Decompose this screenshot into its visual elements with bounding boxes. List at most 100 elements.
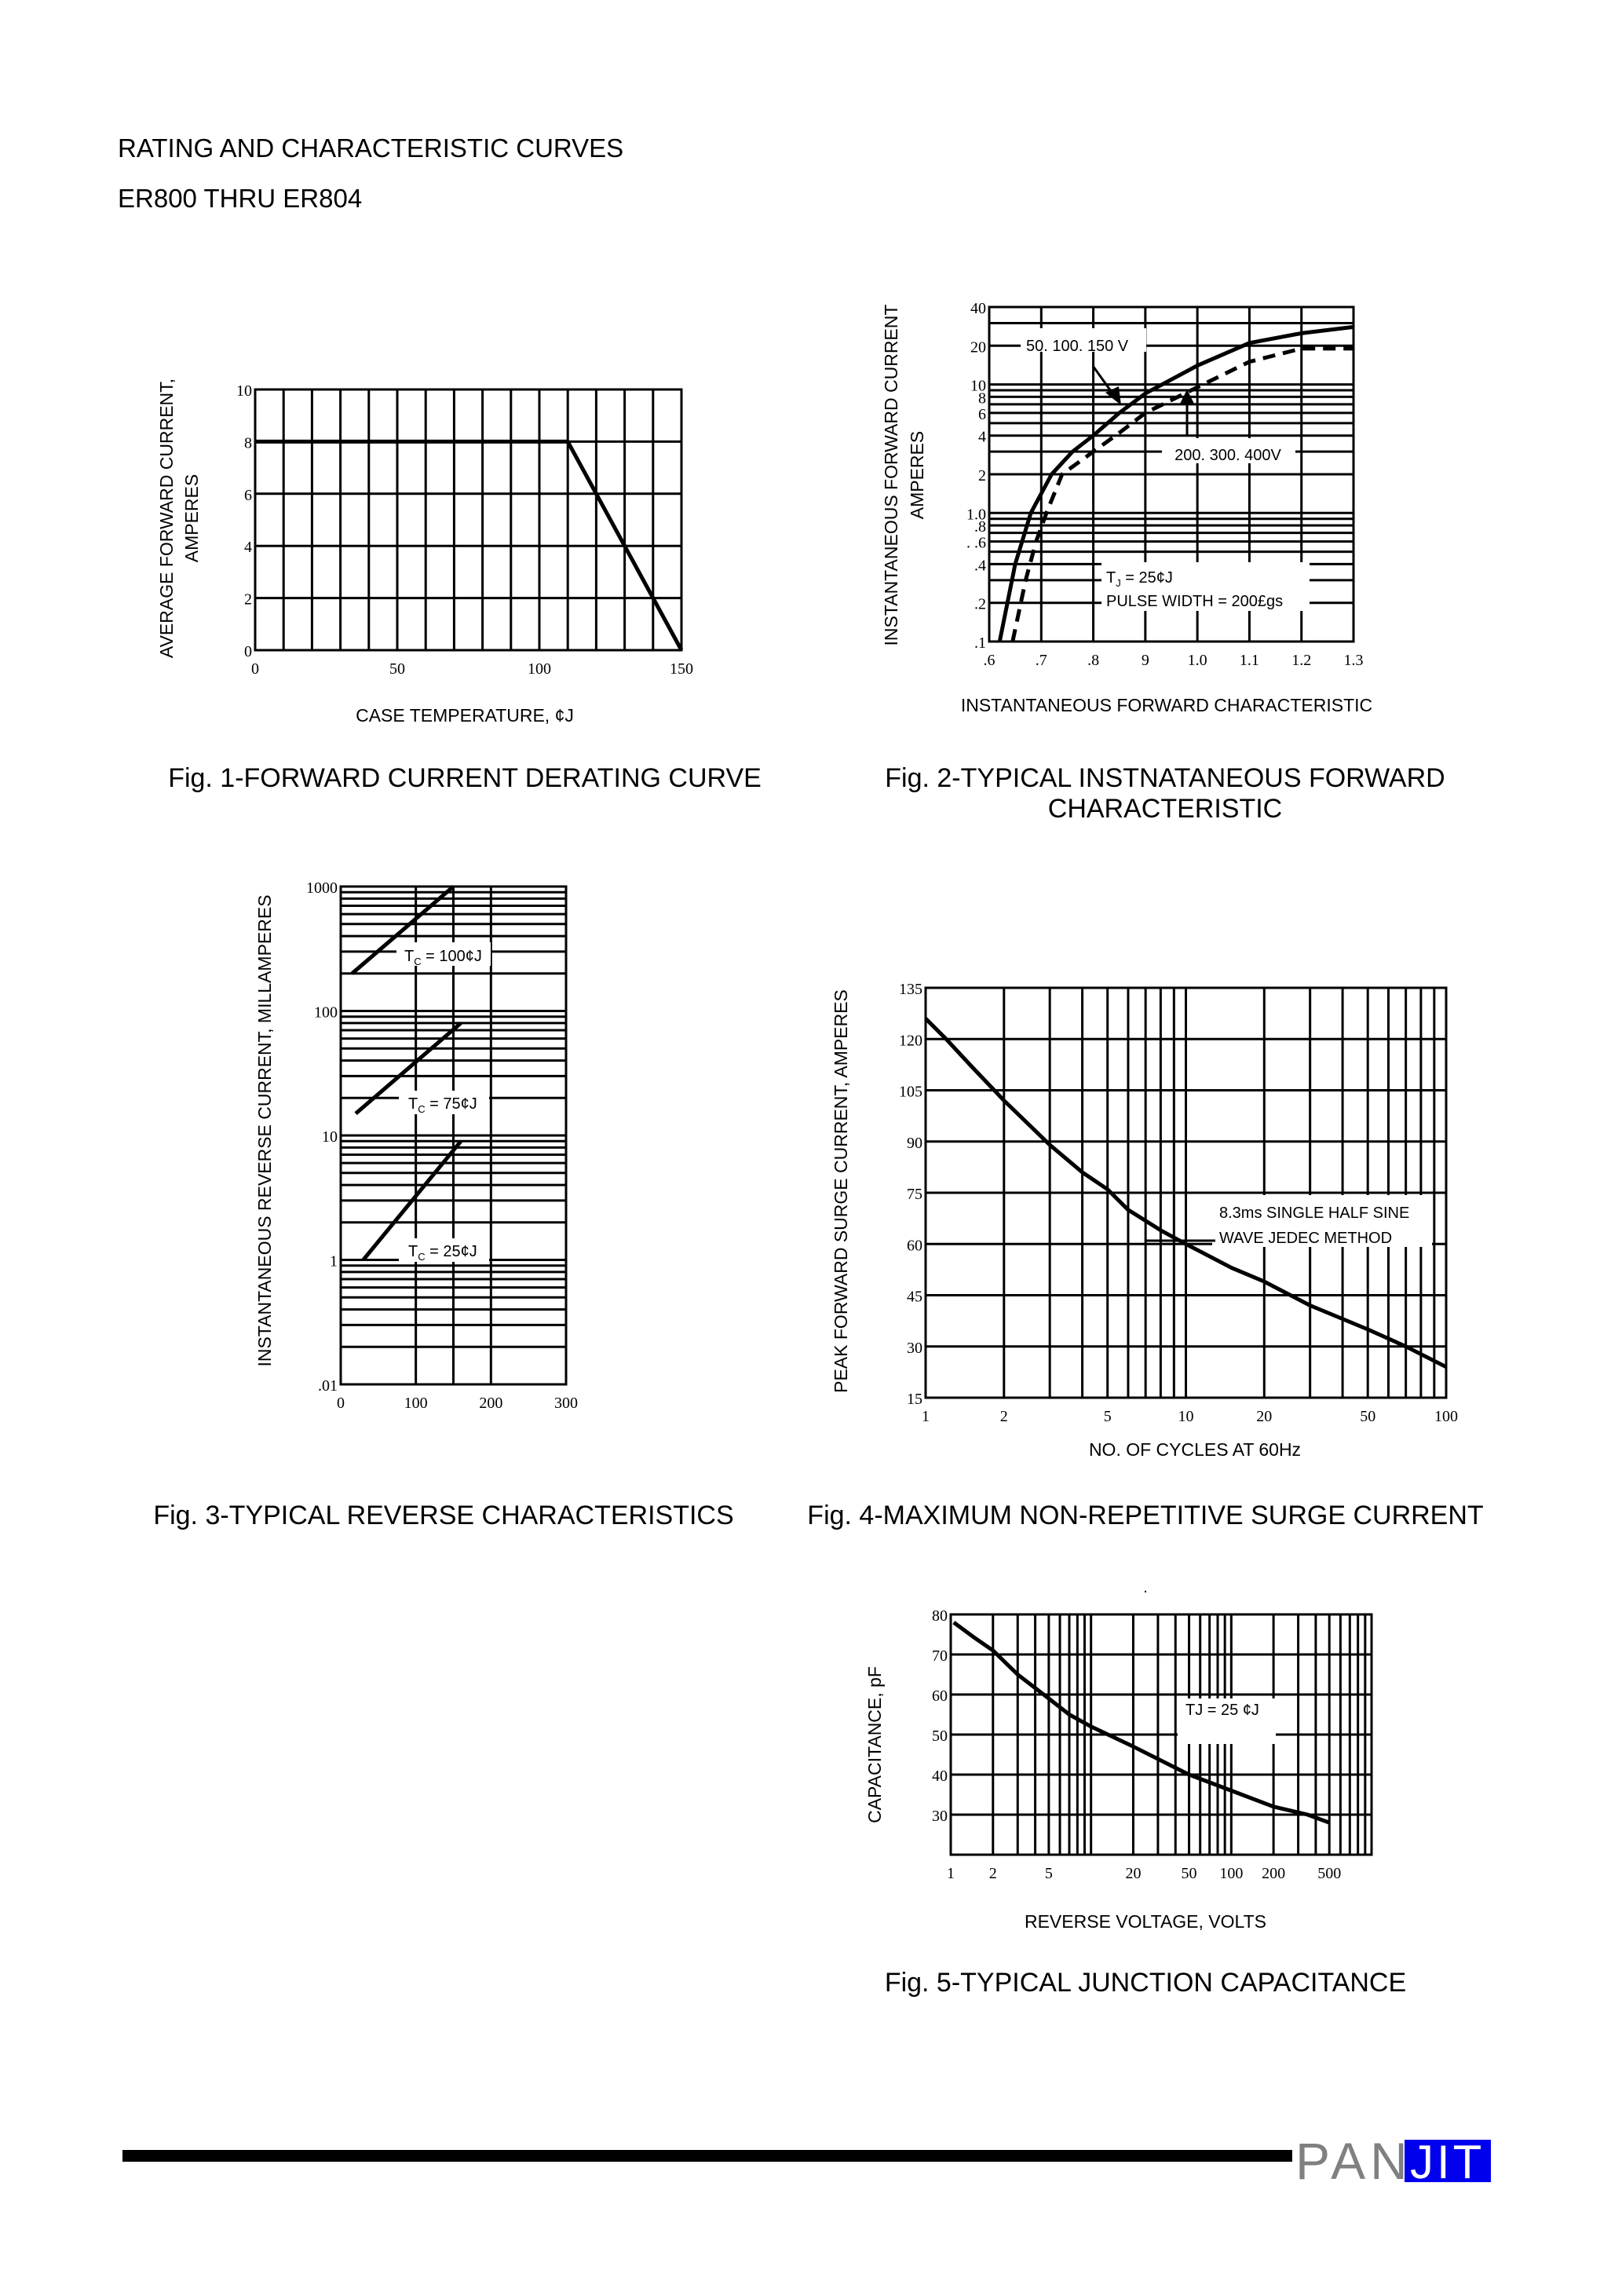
y-tick-label: 40 <box>932 1768 948 1785</box>
y-tick-label: 70 <box>932 1647 948 1665</box>
y-tick-label: 10 <box>970 378 986 395</box>
y-tick-label: 80 <box>932 1607 948 1625</box>
x-tick-label: 200 <box>1262 1865 1285 1882</box>
x-tick-label: 150 <box>670 660 693 678</box>
series-line-1 <box>255 439 684 652</box>
fig4-annotations: 8.3ms SINGLE HALF SINE WAVE JEDEC METHOD <box>1146 1195 1432 1247</box>
logo-pan: PAN <box>1295 2132 1412 2190</box>
x-tick-label: .7 <box>1036 652 1047 669</box>
fig5-stray-dot: . <box>1143 1579 1148 1596</box>
x-tick-label: 100 <box>404 1395 428 1412</box>
logo-jit: JIT <box>1410 2136 1485 2188</box>
y-tick-label: 120 <box>899 1032 922 1049</box>
x-tick-label: 100 <box>1219 1865 1243 1882</box>
x-tick-label: 5 <box>1045 1865 1053 1882</box>
y-tick-label: 1000 <box>306 879 338 897</box>
y-tick-label: 20 <box>970 338 986 356</box>
fig3-ylabel: INSTANTANEOUS REVERSE CURRENT, MILLAMPER… <box>254 894 275 1366</box>
y-tick-label: .8 <box>974 518 986 536</box>
figure-1-derating-curve: 0 50 100 150 0 2 4 6 8 10 <box>236 382 693 678</box>
plot-frame <box>924 986 1448 1399</box>
fig1-ylabel-line2: AMPERES <box>181 474 202 562</box>
y-tick-label: 10 <box>322 1128 338 1146</box>
fig3-tc100-label: TC = 100¢J <box>404 948 482 967</box>
series-line-1 <box>997 324 1354 642</box>
x-tick-label: 1 <box>922 1408 930 1425</box>
fig2-xlabel: INSTANTANEOUS FORWARD CHARACTERISTIC <box>961 695 1372 715</box>
fig2-series-a-label: 50. 100. 150 V <box>1026 338 1129 355</box>
series-line-3 <box>361 1139 463 1262</box>
x-tick-label: 50 <box>389 660 405 678</box>
y-tick-label: 50 <box>932 1727 948 1745</box>
y-tick-label: 10 <box>236 382 252 400</box>
series-line-2 <box>354 1022 462 1115</box>
y-tick-label: 105 <box>899 1084 922 1101</box>
fig3-tc75-label: TC = 75¢J <box>408 1095 477 1115</box>
x-tick-label: 100 <box>528 660 551 678</box>
fig2-arrowhead-a-icon <box>1105 386 1121 405</box>
x-tick-label: 1 <box>947 1865 955 1882</box>
y-tick-label: .1 <box>974 634 986 652</box>
plot-frame <box>949 1613 1373 1856</box>
y-tick-label: 135 <box>899 981 922 998</box>
figure-4-surge-current: 1 2 5 10 20 50 100 15 30 45 60 75 90 105 120 135 <box>899 981 1458 1425</box>
page-subtitle: ER800 THRU ER804 <box>118 184 362 213</box>
x-tick-label: 1.3 <box>1344 652 1364 669</box>
y-tick-label: 6 <box>244 487 252 504</box>
y-tick-label: 2 <box>978 467 986 484</box>
y-tick-label: 60 <box>932 1687 948 1705</box>
x-tick-label: 1.0 <box>1188 652 1207 669</box>
x-tick-label: 5 <box>1104 1408 1112 1425</box>
y-tick-label: 30 <box>907 1340 922 1357</box>
fig2-annotations: 50. 100. 150 V 200. 300. 400V TJ = 25¢J … <box>1021 328 1310 611</box>
fig4-caption: Fig. 4-MAXIMUM NON-REPETITIVE SURGE CURR… <box>807 1501 1483 1530</box>
fig3-annotations: TC = 100¢J TC = 75¢J TC = 25¢J <box>396 942 491 1263</box>
fig2-ylabel-line2: AMPERES <box>907 431 927 519</box>
y-tick-label: . .6 <box>966 535 986 552</box>
panjit-logo: PAN JIT <box>1295 2132 1491 2190</box>
x-tick-label: 1.1 <box>1240 652 1259 669</box>
fig5-tj-label: TJ = 25 ¢J <box>1185 1702 1259 1719</box>
y-tick-label: 30 <box>932 1808 948 1825</box>
y-tick-label: 45 <box>907 1289 922 1306</box>
fig2-tj-label: TJ = 25¢J <box>1106 569 1173 589</box>
logo-blue-box <box>1405 2140 1491 2182</box>
fig1-caption: Fig. 1-FORWARD CURRENT DERATING CURVE <box>168 763 762 793</box>
fig3-tc25-label: TC = 25¢J <box>408 1243 477 1263</box>
x-tick-label: 300 <box>554 1395 578 1412</box>
x-tick-label: 2 <box>989 1865 997 1882</box>
x-tick-label: 9 <box>1142 652 1149 669</box>
fig4-annotation-line2: WAVE JEDEC METHOD <box>1219 1230 1392 1247</box>
y-tick-label: 100 <box>314 1004 338 1022</box>
y-tick-label: 75 <box>907 1186 922 1203</box>
fig5-caption: Fig. 5-TYPICAL JUNCTION CAPACITANCE <box>885 1968 1406 1998</box>
fig5-xlabel: REVERSE VOLTAGE, VOLTS <box>1025 1911 1266 1932</box>
x-tick-label: 50 <box>1360 1408 1375 1425</box>
y-tick-label: 0 <box>244 643 252 660</box>
series-line-2 <box>1010 346 1353 642</box>
y-tick-label: 4 <box>978 429 986 446</box>
fig2-caption-line1: Fig. 2-TYPICAL INSTNATANEOUS FORWARD <box>885 763 1445 793</box>
series-line-1 <box>952 1621 1331 1825</box>
fig1-xlabel: CASE TEMPERATURE, ¢J <box>356 705 574 726</box>
y-tick-label: 60 <box>907 1237 922 1254</box>
x-tick-label: 50 <box>1182 1865 1197 1882</box>
y-tick-label: .01 <box>318 1377 338 1395</box>
x-tick-label: 500 <box>1317 1865 1341 1882</box>
x-tick-label: 200 <box>479 1395 502 1412</box>
x-tick-label: .8 <box>1087 652 1099 669</box>
y-tick-label: 40 <box>970 300 986 317</box>
y-tick-label: 1.0 <box>966 506 986 523</box>
y-tick-label: 2 <box>244 591 252 609</box>
x-tick-label: .6 <box>984 652 995 669</box>
footer-rule <box>122 2150 1292 2162</box>
figure-3-reverse-characteristics: 0 100 200 300 1000 100 10 1 .01 <box>306 879 578 1412</box>
series-line-1 <box>350 885 455 975</box>
y-tick-label: 90 <box>907 1135 922 1152</box>
page-title: RATING AND CHARACTERISTIC CURVES <box>118 133 623 163</box>
y-tick-label: 1 <box>330 1253 338 1270</box>
y-tick-label: .2 <box>974 596 986 613</box>
fig2-arrowhead-b-icon <box>1180 389 1194 404</box>
fig2-ylabel-line1: INSTANTANEOUS FORWARD CURRENT <box>881 305 901 646</box>
